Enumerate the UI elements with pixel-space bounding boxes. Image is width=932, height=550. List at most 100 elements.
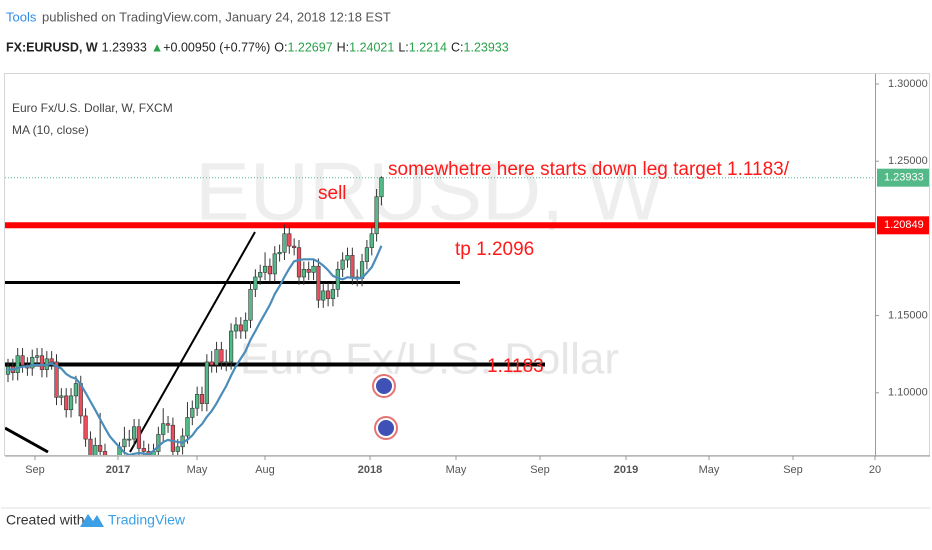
y-tick-label: 1.10000 — [888, 387, 928, 399]
candle-body — [258, 272, 263, 278]
candle-body — [301, 268, 306, 278]
candle-body — [64, 395, 69, 411]
candle-body — [243, 319, 248, 332]
quote-line: FX:EURUSD, W 1.23933 ▲ +0.00950 (+0.77%) O: 1… — [6, 40, 509, 54]
candle-body — [214, 349, 219, 366]
candle-body — [277, 252, 282, 255]
level-price-label-box — [877, 216, 929, 235]
last-price: 1.23933 — [102, 40, 147, 54]
y-tick-label: 1.30000 — [888, 78, 928, 90]
candle-body — [374, 196, 379, 235]
candle-body — [345, 255, 350, 261]
source-link[interactable]: Tools — [6, 9, 37, 24]
change-arrow: ▲ — [151, 40, 163, 54]
last-price-label: 1.23933 — [884, 172, 924, 184]
change: +0.00950 (+0.77%) — [163, 40, 270, 54]
candle-body — [219, 349, 224, 363]
candle-body — [102, 451, 108, 455]
low-value: 1.2214 — [409, 40, 447, 54]
close-value: 1.23933 — [464, 40, 509, 54]
footer-text: Created with — [6, 512, 85, 528]
candle-body — [132, 426, 137, 440]
watermark-sub: Euro Fx/U.S. Dollar — [240, 335, 619, 384]
high-value: 1.24021 — [349, 40, 394, 54]
published: published on TradingView.com, January 24… — [42, 9, 391, 24]
trend-line — [129, 231, 256, 453]
x-tick-label: Sep — [25, 464, 45, 476]
candle-body — [15, 355, 20, 374]
candle-body — [340, 259, 345, 270]
candle-body — [185, 417, 190, 437]
annotation: 1.1183 — [487, 356, 544, 377]
candle-body — [93, 444, 98, 455]
event-icon-inner — [376, 378, 392, 394]
candle-body — [127, 438, 132, 441]
close-label: C: — [451, 40, 464, 54]
candle-body — [248, 289, 253, 321]
x-tick-label: Sep — [530, 464, 550, 476]
candle-body — [34, 355, 40, 358]
candle-body — [316, 265, 321, 301]
last-price-label-box — [877, 168, 929, 187]
candle-body — [49, 358, 54, 363]
candle-body — [39, 355, 45, 370]
footer-brand[interactable]: TradingView — [108, 512, 186, 528]
x-tick-label: 20 — [869, 464, 881, 476]
open-value: 1.22697 — [287, 40, 332, 54]
candle-body — [325, 290, 331, 299]
x-tick-label: Sep — [783, 464, 803, 476]
y-tick-label: 1.15000 — [888, 310, 928, 322]
candle-body — [350, 255, 355, 278]
annotation: tp 1.2096 — [455, 239, 534, 260]
candle-body — [156, 434, 161, 452]
high-label: H: — [337, 40, 350, 54]
candle-body — [175, 446, 180, 452]
candle-body — [122, 438, 127, 448]
level-price-label: 1.20849 — [884, 219, 924, 231]
candle-body — [282, 233, 287, 253]
candle-body — [238, 324, 243, 332]
candle-body — [88, 438, 93, 455]
candle-body — [161, 423, 166, 435]
candle-body — [170, 424, 176, 452]
candle-body — [224, 361, 229, 364]
chart-title: Euro Fx/U.S. Dollar, W, FXCM — [12, 101, 173, 115]
tradingview-logo — [80, 514, 104, 527]
candle-body — [190, 407, 195, 418]
candle-body — [369, 233, 374, 248]
candle-body — [364, 247, 370, 262]
candle-body — [59, 395, 64, 398]
candle-body — [233, 324, 239, 332]
candle-body — [136, 426, 142, 449]
candle-body — [306, 268, 311, 273]
symbol: FX:EURUSD, W — [6, 40, 98, 54]
candle-body — [165, 423, 171, 426]
candle-body — [204, 361, 209, 404]
candle-body — [330, 289, 336, 299]
candle-body — [296, 247, 302, 278]
candle-body — [287, 233, 292, 247]
x-tick-label: 2019 — [614, 464, 638, 476]
candle-body — [141, 448, 146, 452]
candle-body — [267, 265, 273, 275]
event-icon-inner — [378, 420, 394, 436]
x-tick-label: May — [187, 464, 208, 476]
open-label: O: — [274, 40, 287, 54]
x-tick-label: May — [446, 464, 467, 476]
candle-body — [209, 361, 214, 366]
candle-body — [30, 356, 35, 369]
candle-body — [68, 395, 74, 411]
ma-line — [8, 245, 383, 455]
x-tick-label: 2017 — [106, 464, 130, 476]
candle-body — [262, 265, 268, 273]
annotation: sell — [318, 183, 347, 204]
candle-body — [253, 276, 258, 290]
candle-body — [321, 290, 326, 301]
x-tick-label: May — [699, 464, 720, 476]
candle-body — [83, 415, 88, 440]
trend-line — [5, 426, 49, 454]
plot — [5, 176, 875, 455]
